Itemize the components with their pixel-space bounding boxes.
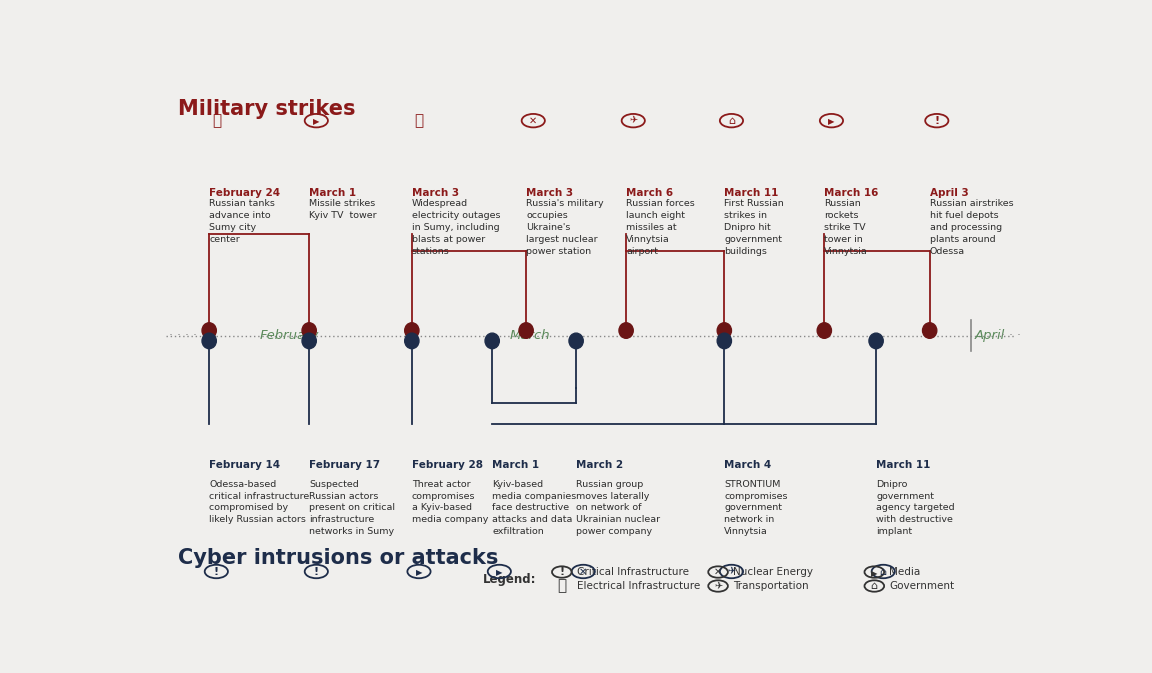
Text: ▶: ▶ xyxy=(871,569,878,577)
Ellipse shape xyxy=(718,333,732,349)
Ellipse shape xyxy=(718,323,732,339)
Text: ✕: ✕ xyxy=(579,567,588,577)
Text: Media: Media xyxy=(889,567,920,577)
Ellipse shape xyxy=(302,333,317,349)
Text: Critical Infrastructure: Critical Infrastructure xyxy=(577,567,689,577)
Text: Russian tanks
advance into
Sumy city
center: Russian tanks advance into Sumy city cen… xyxy=(210,199,275,244)
Text: 米: 米 xyxy=(558,579,567,594)
Text: Nuclear Energy: Nuclear Energy xyxy=(733,567,813,577)
Text: March: March xyxy=(510,329,551,342)
Text: March 2: March 2 xyxy=(576,460,623,470)
Text: Electrical Infrastructure: Electrical Infrastructure xyxy=(577,581,700,591)
Text: Suspected
Russian actors
present on critical
infrastructure
networks in Sumy: Suspected Russian actors present on crit… xyxy=(309,480,395,536)
Text: March 11: March 11 xyxy=(876,460,931,470)
Text: ▶: ▶ xyxy=(497,568,502,577)
Text: Russia's military
occupies
Ukraine's
largest nuclear
power station: Russia's military occupies Ukraine's lar… xyxy=(526,199,604,256)
Ellipse shape xyxy=(923,323,937,339)
Text: ⌂: ⌂ xyxy=(871,581,878,591)
Ellipse shape xyxy=(619,323,634,339)
Text: Government: Government xyxy=(889,581,955,591)
Text: Odessa-based
critical infrastructure
compromised by
likely Russian actors: Odessa-based critical infrastructure com… xyxy=(210,480,310,524)
Text: March 1: March 1 xyxy=(492,460,539,470)
Text: February 24: February 24 xyxy=(210,188,280,199)
Text: ✕: ✕ xyxy=(529,116,537,126)
Text: April: April xyxy=(975,329,1005,342)
Text: Cyber intrusions or attacks: Cyber intrusions or attacks xyxy=(177,548,499,568)
Text: Widespread
electricity outages
in Sumy, including
blasts at power
stations: Widespread electricity outages in Sumy, … xyxy=(412,199,500,256)
Text: Dnipro
government
agency targeted
with destructive
implant: Dnipro government agency targeted with d… xyxy=(876,480,955,536)
Text: !: ! xyxy=(934,116,939,126)
Text: !: ! xyxy=(214,567,219,577)
Text: !: ! xyxy=(313,567,319,577)
Text: ▶: ▶ xyxy=(313,117,319,127)
Ellipse shape xyxy=(485,333,499,349)
Text: !: ! xyxy=(559,567,564,577)
Text: ⌂: ⌂ xyxy=(728,116,735,126)
Ellipse shape xyxy=(202,333,217,349)
Text: ✕: ✕ xyxy=(714,567,722,577)
Text: ⌂: ⌂ xyxy=(880,567,887,577)
Text: First Russian
strikes in
Dnipro hit
government
buildings: First Russian strikes in Dnipro hit gove… xyxy=(725,199,785,256)
Text: March 11: March 11 xyxy=(725,188,779,199)
Text: Russian group
moves laterally
on network of
Ukrainian nuclear
power company: Russian group moves laterally on network… xyxy=(576,480,660,536)
Ellipse shape xyxy=(404,333,419,349)
Text: March 6: March 6 xyxy=(627,188,673,199)
Text: Transportation: Transportation xyxy=(733,581,809,591)
Ellipse shape xyxy=(302,323,317,339)
Text: 米: 米 xyxy=(212,113,221,128)
Text: Missile strikes
Kyiv TV  tower: Missile strikes Kyiv TV tower xyxy=(309,199,377,220)
Text: Russian forces
launch eight
missiles at
Vinnytsia
airport: Russian forces launch eight missiles at … xyxy=(627,199,695,256)
Text: Russian airstrikes
hit fuel depots
and processing
plants around
Odessa: Russian airstrikes hit fuel depots and p… xyxy=(930,199,1014,256)
Text: ▶: ▶ xyxy=(416,568,423,577)
Text: April 3: April 3 xyxy=(930,188,969,199)
Text: ✈: ✈ xyxy=(714,581,722,591)
Text: STRONTIUM
compromises
government
network in
Vinnytsia: STRONTIUM compromises government network… xyxy=(725,480,788,536)
Text: ✈: ✈ xyxy=(727,567,735,577)
Ellipse shape xyxy=(817,323,832,339)
Text: Military strikes: Military strikes xyxy=(177,99,356,119)
Text: March 3: March 3 xyxy=(412,188,458,199)
Text: March 1: March 1 xyxy=(309,188,356,199)
Text: Russian
rockets
strike TV
tower in
Vinnytsia: Russian rockets strike TV tower in Vinny… xyxy=(825,199,869,256)
Text: Legend:: Legend: xyxy=(484,573,537,586)
Text: · · · ·: · · · · xyxy=(169,329,197,342)
Text: February 28: February 28 xyxy=(412,460,483,470)
Ellipse shape xyxy=(202,323,217,339)
Text: March 3: March 3 xyxy=(526,188,574,199)
Text: March 4: March 4 xyxy=(725,460,772,470)
Ellipse shape xyxy=(518,323,533,339)
Ellipse shape xyxy=(404,323,419,339)
Text: ▶: ▶ xyxy=(828,117,835,127)
Text: March 16: March 16 xyxy=(825,188,879,199)
Text: February 17: February 17 xyxy=(309,460,380,470)
Text: Threat actor
compromises
a Kyiv-based
media company: Threat actor compromises a Kyiv-based me… xyxy=(412,480,488,524)
Text: · · ·: · · · xyxy=(1001,329,1021,342)
Text: Kyiv-based
media companies
face destructive
attacks and data
exfiltration: Kyiv-based media companies face destruct… xyxy=(492,480,576,536)
Text: February: February xyxy=(260,329,319,342)
Ellipse shape xyxy=(869,333,884,349)
Text: 米: 米 xyxy=(415,113,424,128)
Text: ✈: ✈ xyxy=(629,116,637,126)
Text: February 14: February 14 xyxy=(210,460,280,470)
Ellipse shape xyxy=(569,333,583,349)
